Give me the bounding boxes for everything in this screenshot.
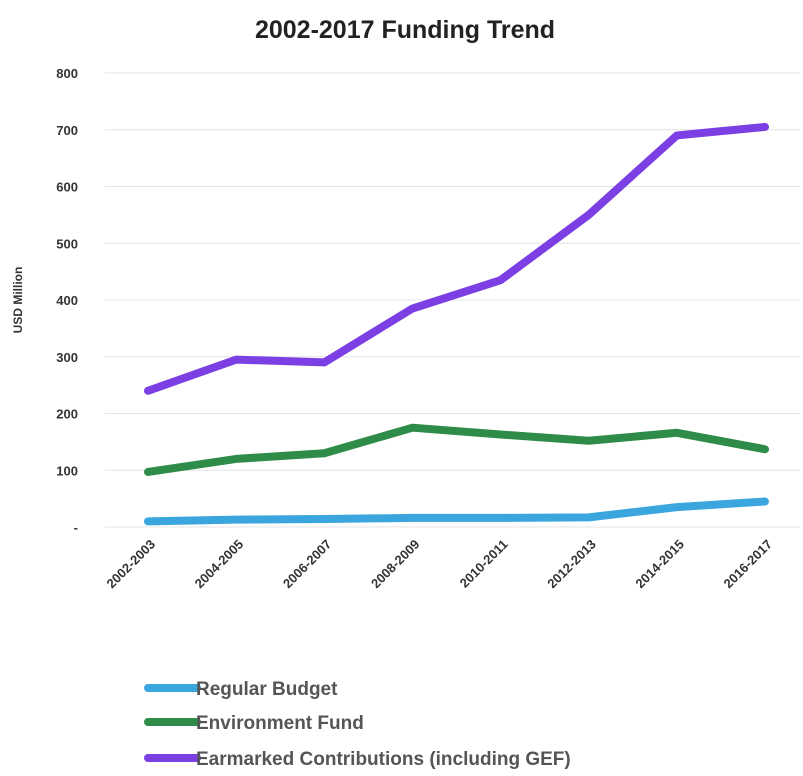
series-line-2 [144, 122, 769, 395]
y-tick-label-400: 400 [56, 293, 78, 308]
legend-label-0: Regular Budget [196, 679, 338, 700]
y-tick-label-800: 800 [56, 66, 78, 81]
y-tick-label-300: 300 [56, 350, 78, 365]
y-tick-label-0: - [74, 520, 78, 535]
series-line-0 [144, 497, 769, 526]
chart-title: 2002-2017 Funding Trend [255, 16, 555, 44]
legend: Regular Budget Environment Fund Earmarked … [144, 679, 571, 770]
gridlines [105, 72, 800, 528]
x-tick-label-2008-2009: 2008-2009 [368, 537, 423, 592]
x-tick-label-2002-2003: 2002-2003 [104, 537, 159, 592]
y-tick-label-500: 500 [56, 236, 78, 251]
y-tick-label-200: 200 [56, 407, 78, 422]
series-lines [144, 122, 769, 526]
y-axis-label: USD Million [11, 267, 25, 334]
x-tick-label-2012-2013: 2012-2013 [544, 537, 599, 592]
x-axis-ticks: 2002-2003 2004-2005 2006-2007 2008-2009 2010… [104, 537, 776, 592]
y-tick-label-600: 600 [56, 180, 78, 195]
y-axis-ticks: - 100 200 300 400 500 600 700 800 [56, 66, 78, 535]
series-line-1 [144, 423, 769, 476]
x-tick-label-2014-2015: 2014-2015 [632, 537, 687, 592]
x-tick-label-2004-2005: 2004-2005 [192, 537, 247, 592]
y-tick-label-700: 700 [56, 123, 78, 138]
x-tick-label-2010-2011: 2010-2011 [457, 537, 511, 591]
legend-label-2: Earmarked Contributions (including GEF) [196, 749, 571, 770]
y-tick-label-100: 100 [56, 463, 78, 478]
x-tick-label-2006-2007: 2006-2007 [280, 537, 335, 592]
x-tick-label-2016-2017: 2016-2017 [721, 537, 776, 592]
legend-label-1: Environment Fund [196, 713, 364, 734]
